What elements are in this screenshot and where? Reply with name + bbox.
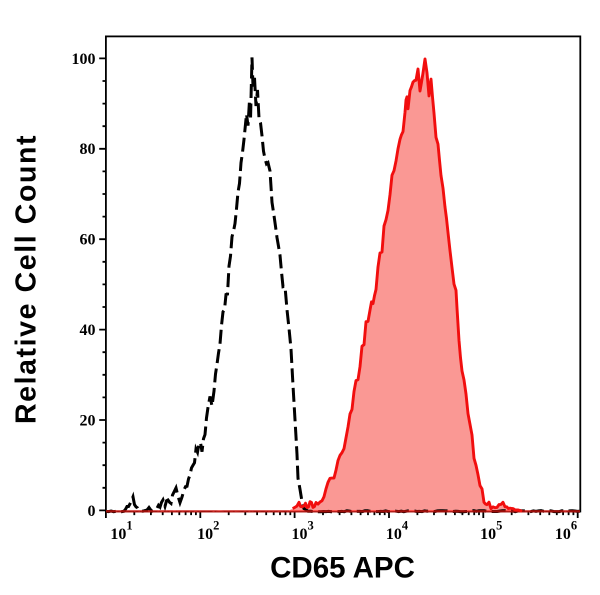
svg-text:100: 100 (72, 51, 96, 68)
svg-text:60: 60 (80, 232, 96, 249)
svg-text:20: 20 (80, 412, 96, 429)
svg-text:80: 80 (80, 141, 96, 158)
svg-text:CD65 APC: CD65 APC (270, 552, 415, 585)
svg-text:40: 40 (80, 322, 96, 339)
svg-text:0: 0 (88, 503, 96, 520)
svg-text:Relative Cell Count: Relative Cell Count (10, 134, 42, 424)
